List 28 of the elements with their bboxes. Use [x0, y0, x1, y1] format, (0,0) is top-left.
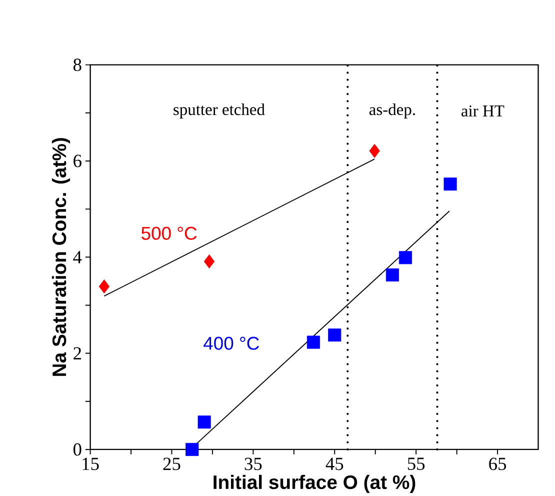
text: 400 °C — [204, 336, 259, 350]
y-tick-label: 8 — [73, 58, 82, 71]
x-tick-label: 55 — [408, 458, 425, 470]
x-tick-label: 35 — [244, 458, 262, 470]
y-tick-label: 4 — [73, 251, 82, 264]
point — [444, 177, 457, 191]
y-tick-label: 2 — [74, 347, 81, 360]
x-tick-label: 45 — [326, 458, 344, 470]
x-tick-label: 15 — [82, 458, 99, 470]
point — [98, 279, 110, 294]
x-tick-label: 65 — [489, 458, 506, 470]
point — [398, 251, 412, 264]
y-axis-title: Na Saturation Conc. (at%) — [52, 138, 70, 376]
x-tick-label: 25 — [163, 458, 180, 470]
annotation: sputter etched — [174, 103, 265, 118]
annotation: as-dep. — [369, 103, 415, 118]
annotation: air HT — [462, 105, 504, 116]
y-tick-label: 0 — [73, 443, 82, 456]
point — [369, 144, 380, 158]
point — [328, 328, 342, 342]
point — [306, 336, 320, 349]
point — [386, 268, 399, 282]
series-label: 500 °C — [141, 226, 197, 240]
x-axis-title: Initial surface O (at %) — [214, 474, 416, 493]
point — [204, 254, 215, 268]
point — [186, 442, 199, 456]
point — [198, 415, 211, 428]
y-tick-label: 6 — [74, 154, 82, 168]
